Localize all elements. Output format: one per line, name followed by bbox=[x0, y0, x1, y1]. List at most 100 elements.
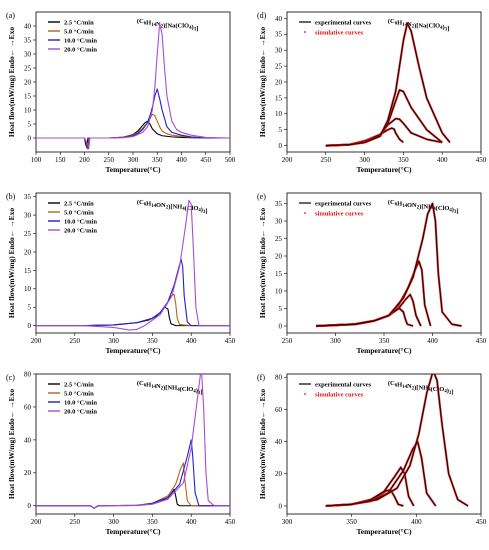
x-axis-label: Temperature(°C) bbox=[356, 346, 412, 355]
y-tick-label: 5 bbox=[28, 304, 32, 312]
panel-label: (f) bbox=[257, 373, 265, 382]
legend-swatch bbox=[304, 393, 306, 395]
chart-panel-2: 200 250 300 350 400 450 0 5 10 15 20 25 30 35 Temperat… bbox=[6, 192, 236, 355]
y-tick-label: 25 bbox=[275, 62, 283, 70]
plot-frame bbox=[286, 373, 482, 515]
y-tick-label: 30 bbox=[24, 50, 32, 58]
y-tick-label: 5 bbox=[28, 120, 32, 128]
x-tick-label: 400 bbox=[176, 156, 187, 164]
x-tick-label: 250 bbox=[70, 337, 81, 345]
x-tick-label: 250 bbox=[104, 156, 115, 164]
y-tick-label: 40 bbox=[275, 438, 283, 446]
simulative-curve bbox=[316, 260, 432, 328]
y-tick-label: 15 bbox=[24, 92, 32, 100]
x-axis-label: Temperature(°C) bbox=[105, 165, 161, 174]
series-line-4 bbox=[36, 199, 230, 331]
y-tick-label: 30 bbox=[275, 47, 283, 55]
legend-swatch bbox=[304, 31, 306, 33]
x-tick-label: 350 bbox=[346, 518, 357, 526]
legend-label: experimental curves bbox=[315, 19, 372, 26]
legend-label: 2.5 °C/min bbox=[64, 200, 94, 207]
y-tick-label: 20 bbox=[24, 469, 32, 477]
chart-panel-6: 300 350 400 450 0 20 40 60 80 Temperature(°C) Heat… bbox=[257, 373, 487, 536]
legend-label: 5.0 °C/min bbox=[64, 390, 94, 397]
y-tick-label: 20 bbox=[275, 252, 283, 260]
y-tick-label: 10 bbox=[24, 106, 32, 114]
chart-panel-5: 250 300 350 400 450 0 5 10 15 20 25 30 35 Temperature… bbox=[257, 192, 487, 355]
legend-label: 20.0 °C/min bbox=[64, 227, 97, 234]
chart-panel-1: 100 150 200 250 300 350 400 450 500 0 5 10 15 20 25 30 3… bbox=[6, 11, 236, 174]
x-tick-label: 200 bbox=[282, 156, 293, 164]
y-tick-label: 25 bbox=[24, 64, 32, 72]
legend-label: 20.0 °C/min bbox=[64, 46, 97, 53]
x-tick-label: 200 bbox=[31, 518, 42, 526]
chart-panel-4: 200 250 300 350 400 450 0 5 10 15 20 25 30 35 40 Temper… bbox=[257, 11, 487, 174]
y-tick-label: 20 bbox=[275, 78, 283, 86]
y-tick-label: 20 bbox=[24, 78, 32, 86]
legend-label: simulative curves bbox=[315, 29, 364, 36]
simulative-curve bbox=[325, 22, 451, 147]
x-tick-label: 400 bbox=[411, 518, 422, 526]
y-tick-label: 0 bbox=[28, 322, 32, 330]
legend-label: 20.0 °C/min bbox=[64, 408, 97, 415]
x-tick-label: 350 bbox=[152, 156, 163, 164]
chart-title: (C6H14N2)[Na(ClO4)3] bbox=[137, 18, 198, 33]
x-tick-label: 500 bbox=[225, 156, 236, 164]
simulative-curve bbox=[316, 202, 462, 328]
x-tick-label: 250 bbox=[321, 156, 332, 164]
y-tick-label: 0 bbox=[279, 142, 283, 150]
experimental-curve bbox=[325, 374, 469, 507]
series-line-3 bbox=[36, 88, 230, 150]
y-axis-label: Heat flow(mW/mg) Endo← →Exo bbox=[258, 389, 267, 499]
y-tick-label: 80 bbox=[24, 370, 32, 378]
y-axis-label: Heat flow(mW/mg) Endo← →Exo bbox=[7, 208, 16, 318]
series-line-1 bbox=[36, 120, 230, 149]
chart-title: (C6H14ON2)[NH4(ClO4)3] bbox=[137, 199, 208, 215]
y-axis-label: Heat flow(mW/mg) Endo← →Exo bbox=[258, 208, 267, 318]
series-line-2 bbox=[36, 462, 230, 509]
x-tick-label: 450 bbox=[476, 337, 487, 345]
chart-title: (C6H14N2)[NH4(ClO4)3] bbox=[137, 380, 203, 396]
chart-title: (C6H14N2)[Na(ClO4)3] bbox=[388, 18, 449, 33]
y-tick-label: 15 bbox=[24, 267, 32, 275]
y-tick-label: 0 bbox=[279, 502, 283, 510]
series-line-2 bbox=[36, 113, 230, 150]
y-tick-label: 15 bbox=[275, 270, 283, 278]
panel-label: (d) bbox=[257, 11, 267, 20]
legend-label: 10.0 °C/min bbox=[64, 37, 97, 44]
y-tick-label: 15 bbox=[275, 94, 283, 102]
plot-frame bbox=[35, 373, 231, 515]
y-axis-label: Heat flow(mW/mg) Endo← →Exo bbox=[7, 389, 16, 499]
series-line-3 bbox=[36, 439, 230, 509]
y-tick-label: 35 bbox=[24, 193, 32, 201]
legend-label: simulative curves bbox=[315, 210, 364, 217]
x-tick-label: 300 bbox=[108, 518, 119, 526]
y-tick-label: 40 bbox=[24, 22, 32, 30]
series-line-4 bbox=[36, 22, 230, 149]
panel-label: (a) bbox=[6, 11, 15, 20]
y-tick-label: 60 bbox=[24, 403, 32, 411]
panel-label: (b) bbox=[6, 192, 16, 201]
x-tick-label: 450 bbox=[201, 156, 212, 164]
x-tick-label: 450 bbox=[476, 156, 487, 164]
legend-label: simulative curves bbox=[315, 391, 364, 398]
x-tick-label: 400 bbox=[186, 518, 197, 526]
x-tick-label: 200 bbox=[79, 156, 90, 164]
x-tick-label: 300 bbox=[359, 156, 370, 164]
x-tick-label: 300 bbox=[108, 337, 119, 345]
y-tick-label: 35 bbox=[275, 31, 283, 39]
x-tick-label: 100 bbox=[31, 156, 42, 164]
y-tick-label: 25 bbox=[24, 230, 32, 238]
experimental-curve bbox=[316, 260, 431, 327]
legend-label: 10.0 °C/min bbox=[64, 218, 97, 225]
x-axis-label: Temperature(°C) bbox=[356, 527, 412, 536]
x-tick-label: 400 bbox=[437, 156, 448, 164]
chart-title: (C6H14N2)[NH4(ClO4)3] bbox=[388, 380, 454, 396]
x-tick-label: 300 bbox=[282, 518, 293, 526]
legend-label: 2.5 °C/min bbox=[64, 19, 94, 26]
x-tick-label: 350 bbox=[379, 337, 390, 345]
x-axis-label: Temperature(°C) bbox=[105, 346, 161, 355]
x-tick-label: 350 bbox=[398, 156, 409, 164]
y-tick-label: 30 bbox=[275, 217, 283, 225]
